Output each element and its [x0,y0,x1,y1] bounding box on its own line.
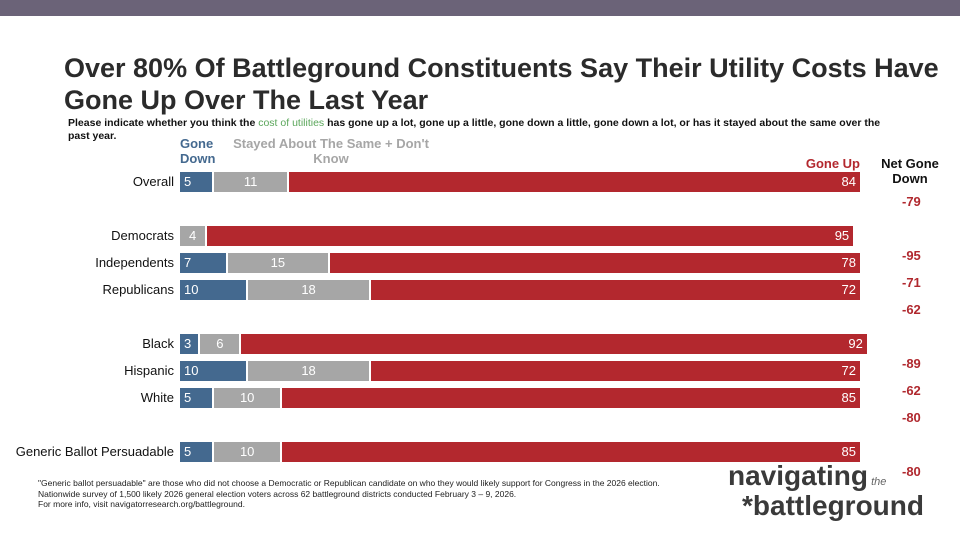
bar-segment: 10 [214,388,281,408]
bar-segment: 72 [370,280,860,300]
bar-segment: 15 [227,253,329,273]
category-label: Black [142,336,174,351]
category-label: Independents [95,255,174,270]
bar-segment: 5 [180,172,213,192]
bar-segment: 3 [180,334,199,354]
bar-segment: 10 [180,361,247,381]
navigator-logo: navigating the *battleground [728,460,924,521]
net-value: -71 [902,275,921,290]
bar-segment: 4 [180,226,206,246]
footnote: Nationwide survey of 1,500 likely 2026 g… [38,488,517,499]
top-bar [0,0,960,16]
bar-segment: 92 [241,334,867,354]
category-label: Overall [132,174,174,189]
bar-segment: 18 [248,280,369,300]
legend-net: Net Gone Down [881,156,939,186]
net-value: -79 [902,194,921,209]
footnote: "Generic ballot persuadable" are those w… [38,478,660,488]
net-value: -80 [902,464,921,479]
bar-segment: 95 [207,226,854,246]
bar-segment: 84 [289,172,860,192]
category-label: Hispanic [124,363,174,378]
bar-segment: 10 [180,280,247,300]
legend-gone-up: Gone Up [805,156,860,171]
bar-segment: 72 [370,361,860,381]
bar-segment: 11 [214,172,288,192]
footnote: For more info, visit navigatorresearch.o… [38,499,245,509]
question-post: has gone up a lot, gone up a little, gon… [68,117,881,142]
net-value: -62 [902,383,921,398]
category-label: Generic Ballot Persuadable [15,444,174,459]
chart-title: Over 80% Of Battleground Constituents Sa… [64,53,939,115]
net-value: -80 [902,410,921,425]
net-value: -95 [902,248,921,263]
category-label: Republicans [102,282,174,297]
net-value: -62 [902,302,921,317]
bar-segment: 10 [214,442,281,462]
net-value: -89 [902,356,921,371]
bar-segment: 7 [180,253,226,273]
bar-segment: 5 [180,388,213,408]
bar-segment: 78 [330,253,860,273]
bar-segment: 85 [282,388,860,408]
bar-segment: 18 [248,361,369,381]
category-label: Democrats [111,228,174,243]
footnotes: "Generic ballot persuadable" are those w… [38,478,718,510]
question-pre: Please indicate whether you think the [68,117,259,129]
question-highlight: cost of utilities [258,117,325,129]
bar-segment: 5 [180,442,213,462]
bar-segment: 85 [282,442,860,462]
legend-stayed: Stayed About The Same + Don't Know [233,136,429,166]
legend-gone-down: Gone Down [180,136,216,166]
question-text: Please indicate whether you think the co… [68,117,898,143]
category-label: White [140,390,174,405]
bar-segment: 6 [200,334,240,354]
